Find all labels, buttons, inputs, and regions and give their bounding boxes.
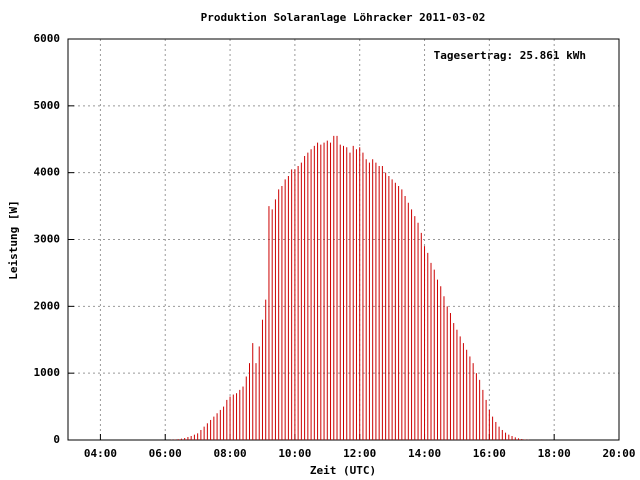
x-tick-label: 08:00 — [213, 447, 246, 460]
x-tick-label: 10:00 — [278, 447, 311, 460]
x-tick-label: 12:00 — [343, 447, 376, 460]
y-tick-label: 3000 — [34, 233, 61, 246]
y-tick-label: 4000 — [34, 166, 61, 179]
x-tick-label: 06:00 — [149, 447, 182, 460]
y-tick-label: 0 — [53, 433, 60, 446]
x-tick-label: 18:00 — [538, 447, 571, 460]
x-tick-label: 04:00 — [84, 447, 117, 460]
annotation: Tagesertrag: 25.861 kWh — [434, 49, 586, 62]
x-tick-label: 14:00 — [408, 447, 441, 460]
y-tick-label: 2000 — [34, 299, 61, 312]
x-axis-label: Zeit (UTC) — [310, 464, 376, 477]
x-tick-label: 16:00 — [473, 447, 506, 460]
y-tick-label: 5000 — [34, 99, 61, 112]
y-tick-label: 6000 — [34, 32, 61, 45]
chart-title: Produktion Solaranlage Löhracker 2011-03… — [201, 11, 486, 24]
x-tick-label: 20:00 — [602, 447, 635, 460]
y-axis-label: Leistung [W] — [7, 200, 20, 279]
y-tick-label: 1000 — [34, 366, 61, 379]
